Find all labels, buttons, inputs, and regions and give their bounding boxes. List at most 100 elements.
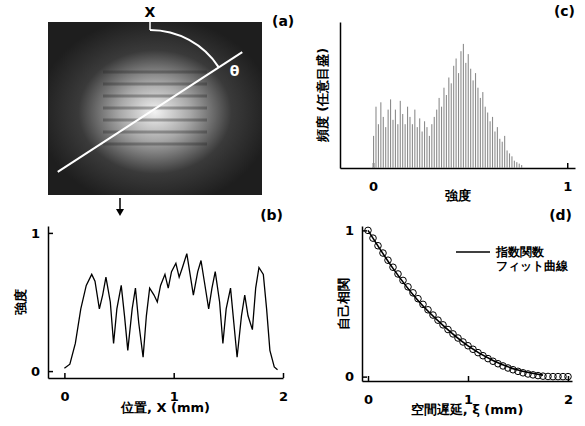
histogram-bar [465,63,466,168]
histogram-bar [477,88,478,168]
legend-swatch [456,251,490,253]
axis-line [363,381,573,383]
histogram-bar [422,132,423,169]
tick-mark [283,373,285,378]
tick-mark [48,233,53,235]
data-point [395,271,402,278]
tick-mark [362,376,367,378]
y-axis-title: 強度 [13,289,28,315]
tick-label: 0 [364,392,373,407]
data-point [415,295,422,302]
tick: 1 [563,163,572,194]
axis-ref [149,22,151,30]
histogram-bar [475,73,476,168]
tick: 0 [60,373,69,404]
histogram-bar [460,51,461,168]
panel: Xθ(a) [48,4,294,216]
data-point [475,349,482,356]
data-line [64,254,277,370]
histogram-bar [453,66,454,168]
data-point [405,284,412,291]
data-point [430,312,437,319]
arrow-head [116,209,124,216]
data-point [425,306,432,313]
histogram-bar [507,150,508,168]
histogram-bar [397,124,398,168]
histogram-bar [378,124,379,168]
tick-label: 1 [31,226,40,241]
data-point [420,301,427,308]
histogram-bar [431,124,432,168]
data-point [410,290,417,297]
tick-label: 1 [345,223,354,238]
histogram-bar [385,127,386,168]
plot-area [64,254,277,370]
histogram-bar [439,98,440,168]
histogram-bar [463,44,464,168]
tick: 0 [345,369,367,384]
histogram-bar [499,139,500,168]
data-point [365,227,372,234]
histogram-bar [468,54,469,168]
histogram-bar [405,124,406,168]
tick-label: 0 [345,369,354,384]
histogram-bar [456,59,457,169]
tick-mark [567,163,569,168]
histogram-bar [434,117,435,168]
histogram-bar [373,136,374,168]
data-point [375,242,382,249]
y-axis: 01 [31,226,53,379]
histogram-bar [470,69,471,168]
histogram-bar [443,88,444,168]
histogram-bar [388,110,389,168]
tick: 2 [564,376,573,407]
speckle-image [48,22,262,195]
panel-label: (d) [549,207,572,223]
tick-label: 2 [279,389,288,404]
panel-label: (b) [260,207,283,223]
fringe [103,95,207,98]
plot-area [365,227,572,380]
histogram-bar [375,107,376,168]
data-point [385,257,392,264]
panel-label: (a) [272,13,294,29]
fringe [103,71,207,74]
histogram-bar [473,80,474,168]
histogram-bar [429,136,430,168]
panel: 01201位置, X (mm)強度(b) [13,207,289,415]
data-point [400,277,407,284]
tick-mark [173,373,175,378]
tick-label: 2 [564,392,573,407]
data-point [565,373,572,380]
histogram-bar [487,113,488,168]
axis-line [362,227,364,382]
histogram-bar [412,124,413,168]
histogram-bar [497,127,498,168]
histogram-bar [446,95,447,168]
histogram-bar [502,142,503,168]
x-axis-title: 空間遅延, ξ (mm) [411,402,524,417]
tick: 0 [364,376,373,407]
figure: Xθ(a)01201位置, X (mm)強度(b)01強度頻度 (任意目盛)(c… [0,0,585,426]
angle-arc [150,30,219,67]
histogram-bar [419,118,420,168]
axis-line [48,227,50,379]
histogram-bar [395,110,396,168]
histogram-bar [407,107,408,168]
tick-mark [368,376,370,381]
histogram-bar [424,121,425,168]
tick-mark [48,371,53,373]
tick: 0 [31,364,53,379]
tick: 2 [279,373,288,404]
histogram-bar [482,92,483,168]
axis-line [49,378,284,380]
histogram-bar [492,117,493,168]
legend: 指数関数フィット曲線 [456,245,569,273]
histogram-bar [504,136,505,168]
histogram-bar [514,161,515,168]
legend-label: 指数関数フィット曲線 [495,245,569,273]
histogram-bar [494,132,495,169]
histogram-bar [490,121,491,168]
histogram-bar [436,110,437,168]
y-axis [340,23,341,169]
